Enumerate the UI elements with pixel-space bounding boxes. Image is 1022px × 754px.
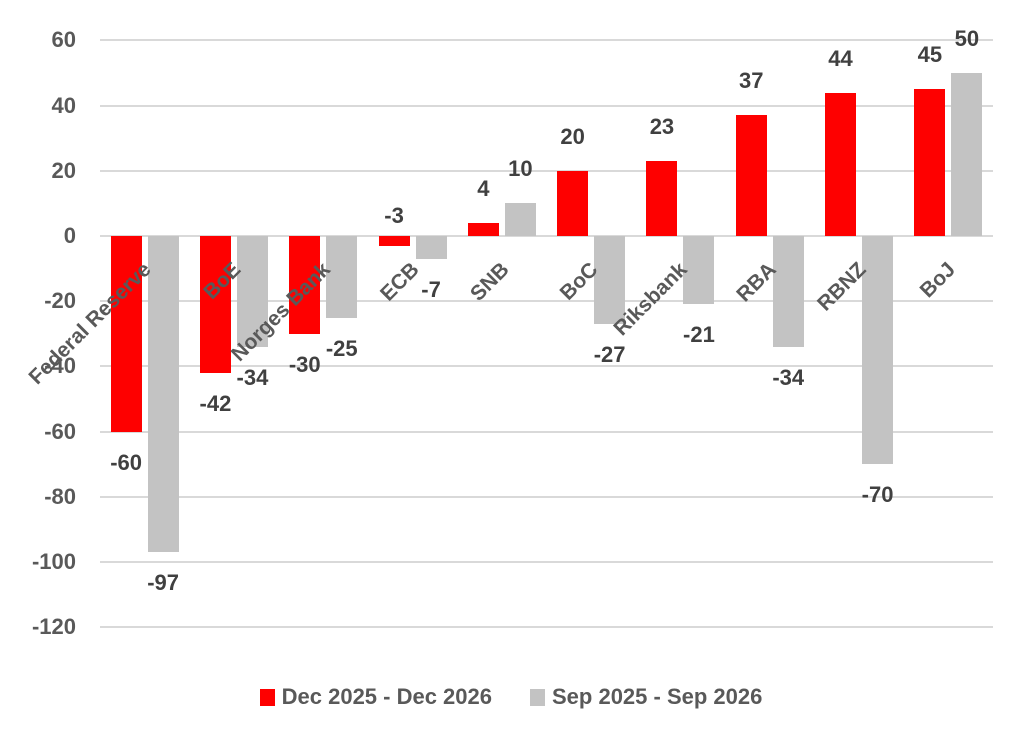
- legend-label: Dec 2025 - Dec 2026: [281, 684, 492, 709]
- data-label-riksbank-sep: -21: [683, 322, 715, 348]
- bar-snb-dec: [467, 222, 499, 236]
- y-tick-label: -40: [44, 353, 76, 379]
- data-label-ecb-sep: -7: [421, 276, 441, 302]
- bar-rbnz-dec: [825, 92, 857, 236]
- data-label-boe-sep: -34: [236, 364, 269, 390]
- legend-label: Sep 2025 - Sep 2026: [552, 684, 763, 709]
- y-tick-label: 20: [51, 157, 76, 183]
- data-label-boc-dec: 20: [560, 123, 585, 149]
- gridline--100: [100, 561, 993, 563]
- data-label-rba-dec: 37: [739, 68, 764, 94]
- y-tick-label: -20: [44, 288, 76, 314]
- bar-rba-sep: [772, 236, 804, 347]
- y-tick-label: -100: [31, 549, 76, 574]
- category-label-boj: BoJ: [915, 258, 960, 303]
- bar-boc-sep: [594, 236, 626, 325]
- gridline--80: [100, 495, 993, 498]
- data-label-boc-sep: -27: [593, 342, 626, 368]
- legend-swatch-icon: [259, 688, 275, 706]
- gridline-60: [100, 39, 993, 42]
- y-tick-label: 60: [51, 27, 76, 53]
- legend-item-sep: Sep 2025 - Sep 2026: [530, 684, 762, 710]
- plot-area: 60 40 20 0 -20 -40 -60 -80 -100 -120 -60 -97 Federal…: [25, 26, 993, 640]
- bar-boc-dec: [557, 170, 589, 236]
- gridline-20: [100, 169, 993, 172]
- data-label-boj-dec: 45: [917, 42, 943, 68]
- category-label-snb: SNB: [465, 258, 514, 306]
- bar-federal-reserve-sep: [147, 236, 179, 553]
- data-label-federal-reserve-dec: -60: [110, 449, 143, 475]
- bar-federal-reserve-dec: [110, 236, 142, 432]
- bar-snb-sep: [504, 203, 536, 236]
- gridline-40: [100, 104, 993, 107]
- gridline--20: [100, 300, 993, 303]
- data-label-federal-reserve-sep: -97: [147, 570, 180, 596]
- bar-boe-dec: [199, 236, 231, 373]
- data-label-boj-sep: 50: [954, 26, 980, 51]
- y-tick-label: -60: [44, 418, 76, 444]
- y-tick-label: 40: [51, 92, 76, 118]
- bar-riksbank-sep: [683, 236, 715, 305]
- y-tick-label: 0: [63, 223, 76, 248]
- data-label-snb-dec: 4: [477, 175, 490, 201]
- bar-boj-sep: [951, 73, 983, 236]
- bar-boj-dec: [914, 89, 946, 236]
- legend-item-dec: Dec 2025 - Dec 2026: [259, 684, 492, 710]
- bar-rbnz-sep: [862, 236, 894, 465]
- bar-riksbank-dec: [646, 161, 678, 236]
- bar-boe-sep: [236, 236, 268, 347]
- bar-norges-bank-sep: [326, 236, 358, 318]
- gridline--120: [100, 626, 993, 629]
- gridline--60: [100, 430, 993, 433]
- bar-rba-dec: [735, 115, 767, 236]
- bar-ecb-sep: [415, 236, 447, 259]
- gridline-0: [100, 235, 993, 237]
- y-tick-label: -80: [44, 483, 76, 509]
- bar-ecb-dec: [378, 236, 410, 246]
- data-label-snb-sep: 10: [508, 156, 533, 182]
- data-label-rbnz-sep: -70: [861, 482, 894, 508]
- y-tick-label: -120: [31, 614, 76, 640]
- data-label-riksbank-dec: 23: [649, 114, 675, 140]
- legend: Dec 2025 - Dec 2026 Sep 2025 - Sep 2026: [0, 684, 1022, 710]
- data-label-boe-dec: -42: [199, 390, 232, 416]
- data-label-ecb-dec: -3: [384, 203, 404, 228]
- data-label-rba-sep: -34: [772, 364, 805, 390]
- gridline--40: [100, 365, 993, 368]
- data-label-norges-bank-dec: -30: [288, 351, 321, 377]
- data-label-norges-bank-sep: -25: [325, 335, 358, 361]
- legend-swatch-icon: [530, 688, 545, 706]
- data-label-rbnz-dec: 44: [828, 45, 853, 71]
- bar-norges-bank-dec: [289, 236, 321, 334]
